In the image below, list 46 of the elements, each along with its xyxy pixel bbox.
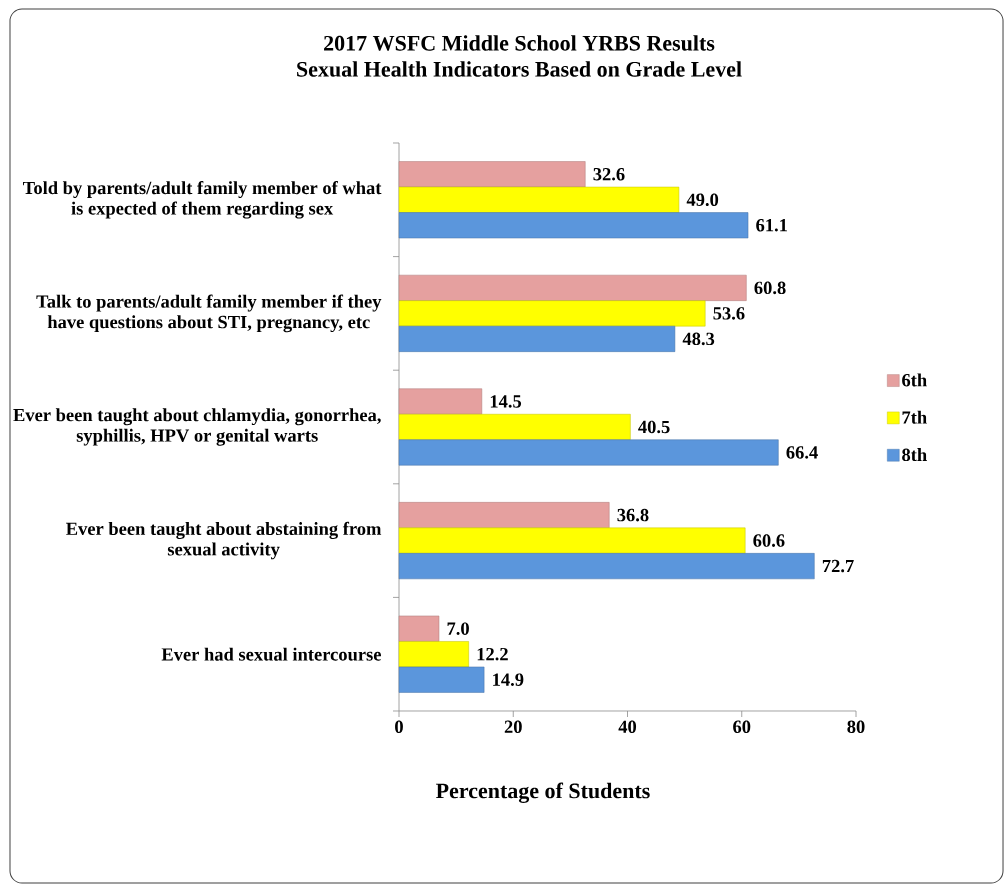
data-label: 53.6 — [713, 307, 745, 320]
data-label: 49.0 — [686, 193, 719, 207]
data-label: 60.6 — [753, 534, 785, 547]
bar — [398, 553, 815, 580]
bar — [398, 186, 680, 213]
data-label: 36.8 — [617, 508, 649, 522]
chart-subtitle: Sexual Health Indicators Based on Grade Level — [297, 61, 742, 77]
x-tick-label: 20 — [504, 720, 522, 734]
data-label: 14.5 — [490, 395, 522, 408]
bar — [398, 274, 747, 301]
x-tick-label: 0 — [395, 720, 403, 734]
y-tick-label: Talk to parents/adult family member if they have questions about STI, pregnancy, etc — [36, 294, 382, 333]
x-tick-label: 60 — [733, 720, 751, 734]
data-label: 66.4 — [786, 446, 818, 459]
data-label: 7.0 — [447, 622, 469, 635]
bar — [398, 212, 749, 239]
data-label: 14.9 — [493, 673, 524, 686]
data-label: 40.5 — [638, 420, 670, 434]
legend-label: 8th — [902, 448, 927, 462]
y-tick-label: Ever been taught about chlamydia, gonorrhea, syphillis, HPV or genital warts — [13, 408, 381, 446]
data-label: 60.8 — [754, 281, 786, 295]
data-label: 32.6 — [593, 168, 625, 181]
x-tick-label: 80 — [847, 720, 865, 734]
bar — [398, 414, 631, 440]
data-label: 48.3 — [682, 332, 715, 346]
bar — [398, 615, 440, 642]
y-tick-label: Ever been taught about abstaining from sexual activity — [66, 521, 382, 560]
y-tick-label: Ever had sexual intercourse — [161, 647, 381, 661]
x-tick-label: 40 — [618, 720, 637, 734]
bar — [398, 161, 586, 188]
legend-label: 6th — [902, 373, 927, 387]
y-tick-label: Told by parents/adult family member of what is expected of them regarding sex — [23, 180, 382, 219]
bar — [398, 527, 746, 554]
bar — [398, 300, 706, 327]
data-label: 72.7 — [822, 559, 854, 573]
legend-label: 7th — [902, 410, 927, 424]
bar — [398, 502, 610, 529]
bar — [398, 641, 469, 668]
bar — [398, 325, 676, 352]
chart-title: 2017 WSFC Middle School YRBS Results — [324, 35, 715, 51]
bar — [398, 388, 483, 415]
bar — [398, 666, 485, 693]
data-label: 12.2 — [477, 647, 508, 661]
data-label: 61.1 — [756, 219, 787, 232]
bar — [398, 439, 779, 466]
x-axis-title: Percentage of Students — [436, 782, 650, 803]
